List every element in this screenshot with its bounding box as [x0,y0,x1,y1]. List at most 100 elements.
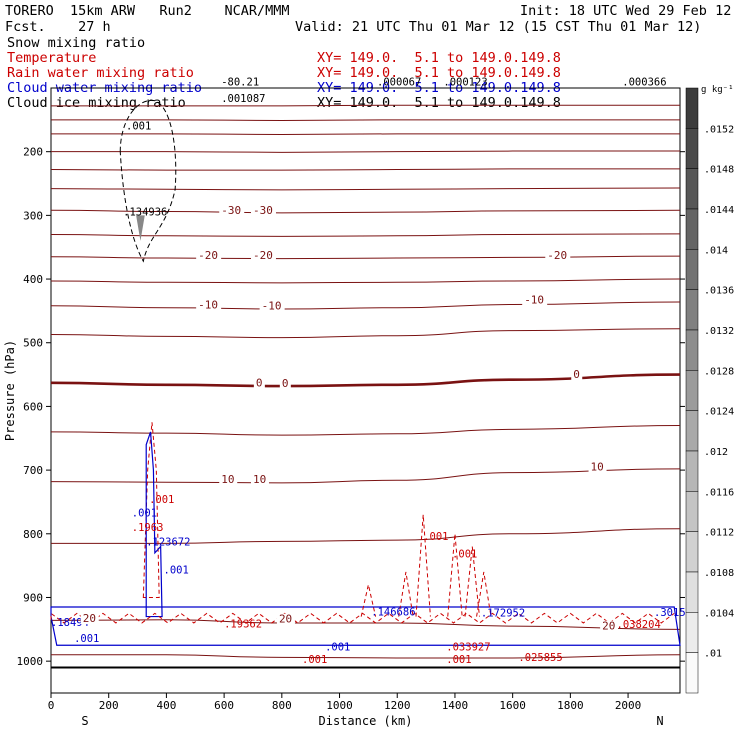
x-tick-label: 1400 [442,699,469,712]
isotherm-label: -30 [221,204,241,217]
hydrometeor-label: .001 [302,654,327,666]
colorbar-segment [685,370,699,411]
hydrometeor-label: .3015 [654,607,686,619]
colorbar-label: .0108 [704,568,734,579]
colorbar-segment [685,450,699,492]
forecast-hour: Fcst. 27 h [5,19,111,35]
x-tick-label: 600 [214,699,234,712]
hydrometeor-label: .146686 [371,606,415,618]
isotherm-label: 20 [279,613,292,626]
x-axis-title: Distance (km) [319,714,413,728]
isotherm-label-bg [219,474,238,486]
hydrometeor-label: .001 [446,654,471,666]
isotherm-label-bg [196,250,222,262]
valid-time: Valid: 21 UTC Thu 01 Mar 12 (15 CST Thu … [295,19,702,35]
y-tick-label: 500 [23,337,43,350]
colorbar-segment [685,128,699,169]
colorbar-label: .014 [704,245,728,256]
y-axis-title: Pressure (hPa) [3,340,17,441]
isotherm-label: 20 [602,620,615,633]
colorbar-segment [685,531,699,573]
model-title: TORERO 15km ARW Run2 NCAR/MMM [5,3,290,19]
isotherm-label-bg [259,300,285,312]
colorbar-label: .0104 [704,608,734,619]
field-xy: XY= 149.0. 5.1 to 149.0.149.8 [317,65,561,81]
colorbar-label: .012 [704,447,728,458]
isotherm-label: 10 [253,473,266,486]
rain-contour [142,422,160,598]
rain-spike [398,571,414,617]
y-tick-label: 1000 [17,655,44,668]
isotherm-label: 20 [83,612,96,625]
x-tick-label: 400 [156,699,176,712]
hydrometeor-label: .001 [126,120,151,132]
x-tick-label: 2000 [615,699,642,712]
isotherm-label-bg [276,613,295,625]
isotherm-line [50,187,681,191]
colorbar-label: .0144 [704,205,734,216]
isotherm-line [51,119,680,121]
hydrometeor-label: .000067 [377,76,421,88]
south-label: S [81,714,88,728]
isotherm-label: 10 [221,473,234,486]
colorbar-label: .0132 [704,326,734,337]
isotherm-label-bg [80,613,99,625]
hydrometeor-label: .025855 [518,652,562,664]
cloud-water-contour [145,431,163,618]
isotherm-label-bg [588,461,607,473]
hydrometeor-label: .001 [149,494,174,506]
hydrometeor-label: .001 [132,508,157,520]
field-label: Rain water mixing ratio [7,65,194,81]
snow-contour [119,100,177,263]
isotherm-label: -10 [524,294,544,307]
isotherm-line [51,654,681,659]
hydrometeor-label: .001 [452,548,477,560]
isotherm-label: -10 [262,299,282,312]
colorbar-segment [685,208,699,250]
isotherm-label-bg [250,204,276,216]
hydrometeor-label: .001 [325,641,350,653]
field-xy: XY= 149.0. 5.1 to 149.0.149.8 [317,50,561,66]
colorbar-segment [685,87,699,129]
isotherm-label: -10 [198,299,218,312]
colorbar-segment [685,410,699,452]
isotherm-label-bg [571,369,583,381]
isotherm-line [50,255,681,260]
colorbar-label: .0128 [704,366,734,377]
field-label: Temperature [7,50,97,66]
colorbar-segment [685,612,699,653]
colorbar-segment [685,491,699,532]
hydrometeor-label: .033927 [446,641,490,653]
hydrometeor-label: .134936 [123,206,167,218]
hydrometeor-label: .001 [423,531,448,543]
isotherm-line [50,468,681,484]
isotherm-label-bg [279,378,291,390]
isotherm-label-bg [250,474,269,486]
x-tick-label: 0 [48,699,55,712]
isotherm-label: -30 [253,204,273,217]
rain-band [50,612,675,624]
isotherm-line [50,425,681,436]
colorbar-segment [685,289,699,331]
y-tick-label: 600 [23,400,43,413]
colorbar-label: .0152 [704,124,734,135]
hydrometeor-label: .123672 [146,536,190,548]
hydrometeor-label: .19362 [224,618,262,630]
colorbar-label: .0112 [704,528,734,539]
isotherm-label-bg [219,204,245,216]
init-time: Init: 18 UTC Wed 29 Feb 12 [520,3,732,19]
isotherm-label: 0 [282,377,289,390]
colorbar-label: .01 [704,649,722,660]
y-tick-label: 900 [23,591,43,604]
isotherm-line [50,233,681,237]
rain-spike [464,546,480,617]
isotherm-line [50,301,681,310]
cloud-water-band [50,606,681,646]
colorbar-label: .0148 [704,165,734,176]
isotherm-label-bg [196,299,222,311]
colorbar-unit: g kg⁻¹ [701,85,734,95]
colorbar-label: .0136 [704,286,734,297]
colorbar-segment [685,571,699,613]
hydrometeor-label: .001087 [221,93,265,105]
isotherm-label: 0 [256,376,263,389]
